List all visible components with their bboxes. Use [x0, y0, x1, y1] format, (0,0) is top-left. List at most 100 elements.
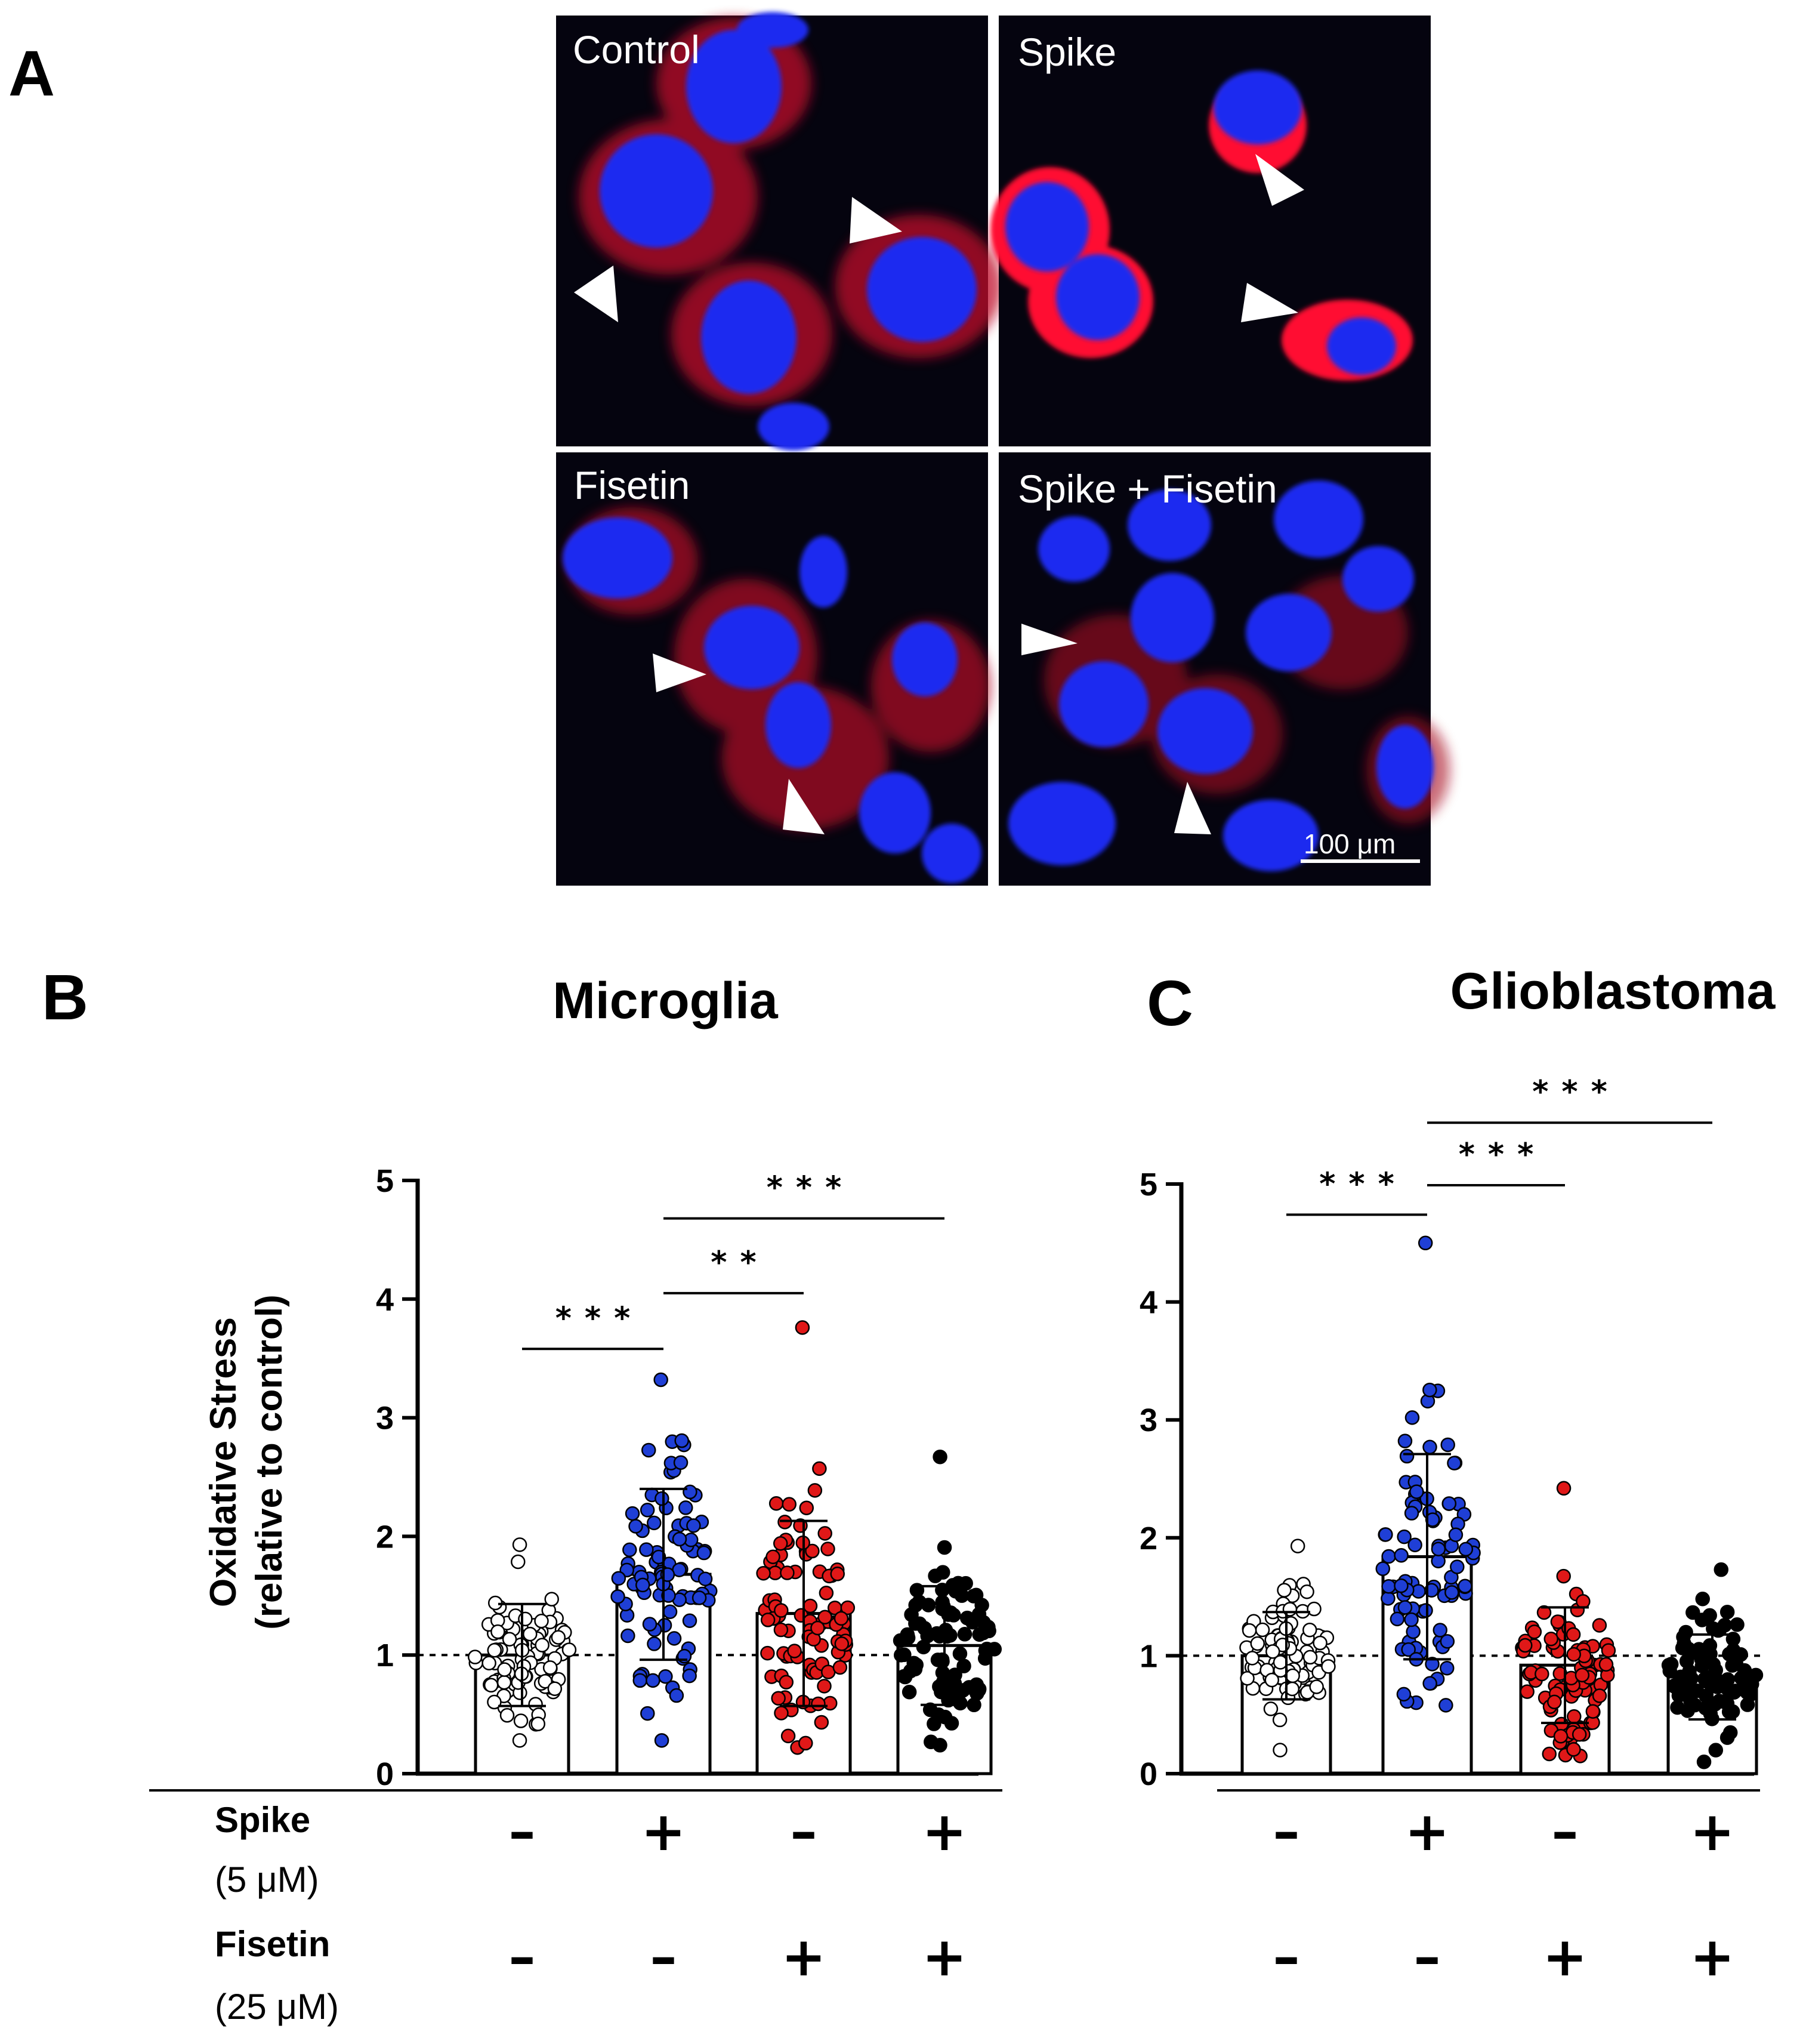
data-point	[1406, 1624, 1421, 1639]
data-point	[958, 1576, 973, 1591]
data-point	[832, 1660, 848, 1675]
data-point	[948, 1690, 963, 1705]
data-point	[830, 1567, 845, 1581]
arrowhead-icon	[1021, 624, 1078, 655]
data-point	[935, 1654, 950, 1669]
data-point	[530, 1716, 546, 1731]
data-point	[1458, 1579, 1472, 1594]
data-point	[1685, 1605, 1700, 1620]
data-point	[654, 1733, 669, 1748]
arrowhead-icon	[783, 779, 825, 834]
data-point	[1422, 1676, 1437, 1691]
data-point	[639, 1542, 654, 1557]
arrowhead-icon	[1174, 782, 1211, 834]
data-point	[1566, 1647, 1581, 1662]
condition-sign: +	[922, 1926, 967, 1988]
data-point	[820, 1542, 835, 1556]
data-point	[1321, 1659, 1336, 1674]
data-point	[1670, 1700, 1685, 1715]
condition-sign: +	[1542, 1926, 1587, 1988]
micrograph-spike: Spike	[990, 16, 1431, 446]
data-point	[1708, 1743, 1724, 1758]
y-axis-label-line1: Oxidative Stress	[203, 1317, 244, 1607]
data-point	[1404, 1612, 1419, 1627]
data-point	[1444, 1585, 1459, 1600]
data-point	[1677, 1636, 1691, 1651]
data-point	[1263, 1701, 1279, 1716]
data-point	[691, 1590, 707, 1605]
micrograph-label-spike: Spike	[1018, 30, 1116, 74]
data-point	[683, 1484, 697, 1500]
data-point	[1556, 1481, 1572, 1496]
data-point	[787, 1644, 802, 1658]
data-point	[1601, 1643, 1616, 1658]
data-point	[1273, 1743, 1288, 1758]
data-point	[805, 1543, 820, 1559]
data-point	[1440, 1660, 1455, 1676]
condition-sign: –	[650, 1926, 677, 1988]
data-point	[1662, 1663, 1678, 1679]
data-point	[931, 1707, 946, 1722]
data-point	[1576, 1594, 1591, 1609]
data-point	[1285, 1668, 1300, 1684]
data-point	[1299, 1584, 1314, 1599]
data-point	[641, 1442, 656, 1458]
data-point	[1273, 1655, 1288, 1670]
data-point	[1418, 1603, 1433, 1618]
data-point	[686, 1518, 701, 1533]
data-point	[647, 1636, 662, 1651]
y-tick-label: 4	[376, 1282, 394, 1318]
data-point	[673, 1455, 689, 1470]
condition-sign: –	[1414, 1926, 1441, 1988]
data-point	[620, 1628, 635, 1644]
data-point	[1698, 1671, 1714, 1686]
y-tick-label: 0	[1140, 1756, 1157, 1792]
data-point	[1307, 1601, 1322, 1617]
data-point	[1543, 1631, 1558, 1647]
data-point	[640, 1503, 655, 1518]
data-point	[840, 1600, 856, 1616]
data-point	[1458, 1542, 1474, 1557]
data-point	[512, 1537, 527, 1552]
data-point	[937, 1540, 952, 1555]
arrowhead-icon	[1241, 283, 1298, 322]
data-point	[1542, 1746, 1557, 1762]
data-point	[1441, 1496, 1457, 1511]
data-point	[812, 1461, 827, 1476]
data-point	[920, 1628, 935, 1644]
data-point	[1671, 1688, 1687, 1703]
data-point	[1592, 1618, 1607, 1633]
data-point	[487, 1643, 502, 1658]
data-point	[1425, 1657, 1440, 1672]
data-point	[1447, 1456, 1462, 1470]
data-point	[651, 1549, 666, 1565]
y-tick-label: 1	[1140, 1638, 1157, 1674]
data-point	[678, 1500, 693, 1515]
data-point	[672, 1531, 687, 1547]
data-point	[518, 1611, 533, 1627]
data-point	[1575, 1667, 1590, 1683]
data-point	[1378, 1527, 1393, 1542]
data-point	[487, 1694, 502, 1710]
data-point	[646, 1515, 662, 1531]
data-point	[1418, 1235, 1433, 1251]
data-point	[1695, 1591, 1710, 1607]
data-point	[674, 1433, 689, 1448]
data-point	[1375, 1561, 1391, 1576]
data-point	[1272, 1712, 1288, 1728]
data-point	[952, 1646, 968, 1661]
significance-label: **	[711, 1245, 769, 1281]
data-point	[1684, 1671, 1699, 1686]
y-axis-label-line2: (relative to control)	[249, 1294, 290, 1630]
data-point	[1687, 1697, 1702, 1713]
data-point	[1702, 1608, 1717, 1623]
data-point	[756, 1565, 771, 1581]
data-point	[1277, 1583, 1292, 1598]
significance-label: ***	[767, 1170, 855, 1206]
data-point	[1448, 1527, 1464, 1543]
data-point	[682, 1668, 697, 1684]
data-point	[924, 1734, 938, 1750]
data-point	[1409, 1484, 1424, 1499]
